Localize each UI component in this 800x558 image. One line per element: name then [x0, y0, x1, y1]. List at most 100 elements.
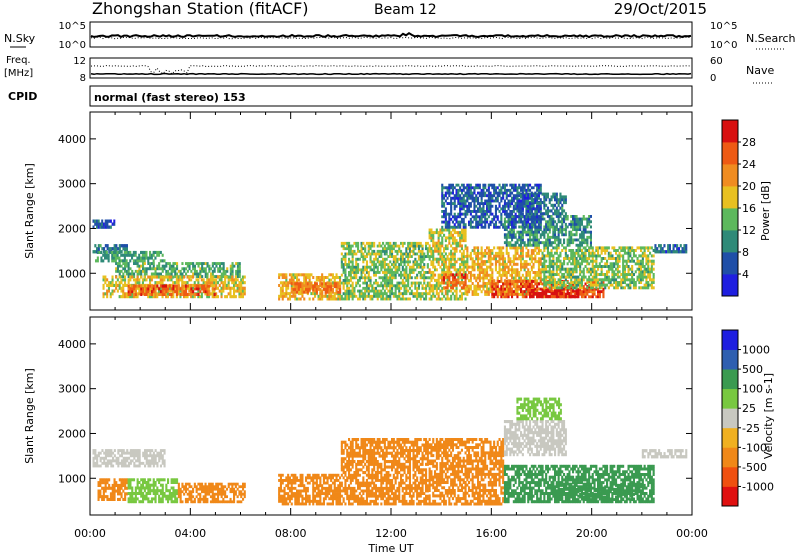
heatmap-cell: [583, 273, 585, 276]
heatmap-cell: [576, 262, 578, 265]
heatmap-cell: [239, 273, 241, 276]
heatmap-cell: [113, 220, 115, 223]
heatmap-cell: [192, 295, 194, 298]
heatmap-cell: [622, 273, 624, 276]
heatmap-cell: [484, 210, 486, 213]
heatmap-cell: [108, 281, 110, 284]
heatmap-cell: [515, 246, 517, 249]
heatmap-cell: [506, 205, 508, 208]
heatmap-cell: [559, 215, 561, 218]
heatmap-cell: [395, 268, 397, 271]
heatmap-cell: [384, 263, 386, 266]
heatmap-cell: [357, 266, 359, 269]
heatmap-cell: [366, 266, 368, 269]
heatmap-cell: [653, 249, 655, 252]
heatmap-cell: [497, 207, 499, 210]
heatmap-cell: [149, 293, 151, 296]
heatmap-cell: [156, 265, 158, 268]
heatmap-cell: [559, 207, 561, 210]
heatmap-cell: [459, 236, 461, 239]
heatmap-cell: [542, 215, 544, 218]
heatmap-cell: [586, 281, 588, 284]
heatmap-cell: [468, 210, 470, 213]
heatmap-cell: [364, 250, 366, 253]
heatmap-cell: [554, 195, 556, 198]
heatmap-cell: [491, 285, 493, 288]
heatmap-cell: [387, 282, 389, 285]
heatmap-cell: [167, 276, 169, 279]
heatmap-cell: [172, 262, 174, 265]
heatmap-cell: [527, 228, 529, 231]
heatmap-cell: [615, 278, 617, 281]
heatmap-cell: [432, 250, 434, 253]
heatmap-cell: [158, 262, 160, 265]
heatmap-cell: [529, 257, 531, 260]
heatmap-cell: [615, 286, 617, 289]
heatmap-cell: [468, 192, 470, 195]
heatmap-cell: [594, 254, 596, 257]
heatmap-cell: [470, 274, 472, 277]
heatmap-cell: [197, 281, 199, 284]
heatmap-cell: [327, 298, 329, 301]
heatmap-cell: [622, 257, 624, 260]
heatmap-cell: [393, 255, 395, 258]
heatmap-cell: [423, 274, 425, 277]
heatmap-cell: [540, 288, 542, 291]
heatmap-cell: [214, 287, 216, 290]
heatmap-cell: [549, 215, 551, 218]
heatmap-cell: [413, 266, 415, 269]
heatmap-cell: [518, 231, 520, 234]
heatmap-cell: [583, 278, 585, 281]
heatmap-cell: [147, 287, 149, 290]
heatmap-cell: [199, 273, 201, 276]
heatmap-cell: [491, 271, 493, 274]
heatmap-cell: [334, 295, 336, 298]
heatmap-cell: [291, 282, 293, 285]
heatmap-cell: [645, 260, 647, 263]
heatmap-cell: [293, 273, 295, 276]
heatmap-cell: [133, 259, 135, 262]
heatmap-cell: [443, 295, 445, 298]
heatmap-cell: [450, 184, 452, 187]
heatmap-cell: [353, 287, 355, 290]
heatmap-cell: [559, 265, 561, 268]
heatmap-cell: [319, 279, 321, 282]
heatmap-cell: [461, 218, 463, 221]
heatmap-cell: [459, 223, 461, 226]
heatmap-cell: [606, 262, 608, 265]
heatmap-cell: [103, 278, 105, 281]
heatmap-cell: [111, 251, 113, 254]
heatmap-cell: [563, 288, 565, 291]
heatmap-cell: [126, 247, 128, 250]
heatmap-cell: [362, 258, 364, 261]
heatmap-cell: [439, 234, 441, 237]
heatmap-cell: [543, 201, 545, 204]
heatmap-cell: [108, 287, 110, 290]
heatmap-cell: [422, 247, 424, 250]
heatmap-cell: [533, 271, 535, 274]
heatmap-cell: [524, 295, 526, 298]
heatmap-cell: [404, 282, 406, 285]
heatmap-cell: [438, 284, 440, 287]
heatmap-cell: [481, 263, 483, 266]
heatmap-cell: [219, 262, 221, 265]
heatmap-cell: [432, 295, 434, 298]
heatmap-cell: [121, 270, 123, 273]
heatmap-cell: [447, 236, 449, 239]
heatmap-cell: [502, 186, 504, 189]
heatmap-cell: [461, 184, 463, 187]
heatmap-cell: [439, 244, 441, 247]
heatmap-cell: [547, 281, 549, 284]
heatmap-cell: [633, 273, 635, 276]
heatmap-cell: [414, 258, 416, 261]
heatmap-cell: [430, 271, 432, 274]
heatmap-cell: [206, 281, 208, 284]
heatmap-cell: [520, 260, 522, 263]
heatmap-cell: [556, 239, 558, 242]
heatmap-cell: [318, 279, 320, 282]
nave-label: Nave: [746, 64, 774, 77]
heatmap-cell: [242, 290, 244, 293]
heatmap-cell: [533, 231, 535, 234]
heatmap-cell: [579, 249, 581, 252]
heatmap-cell: [504, 200, 506, 203]
